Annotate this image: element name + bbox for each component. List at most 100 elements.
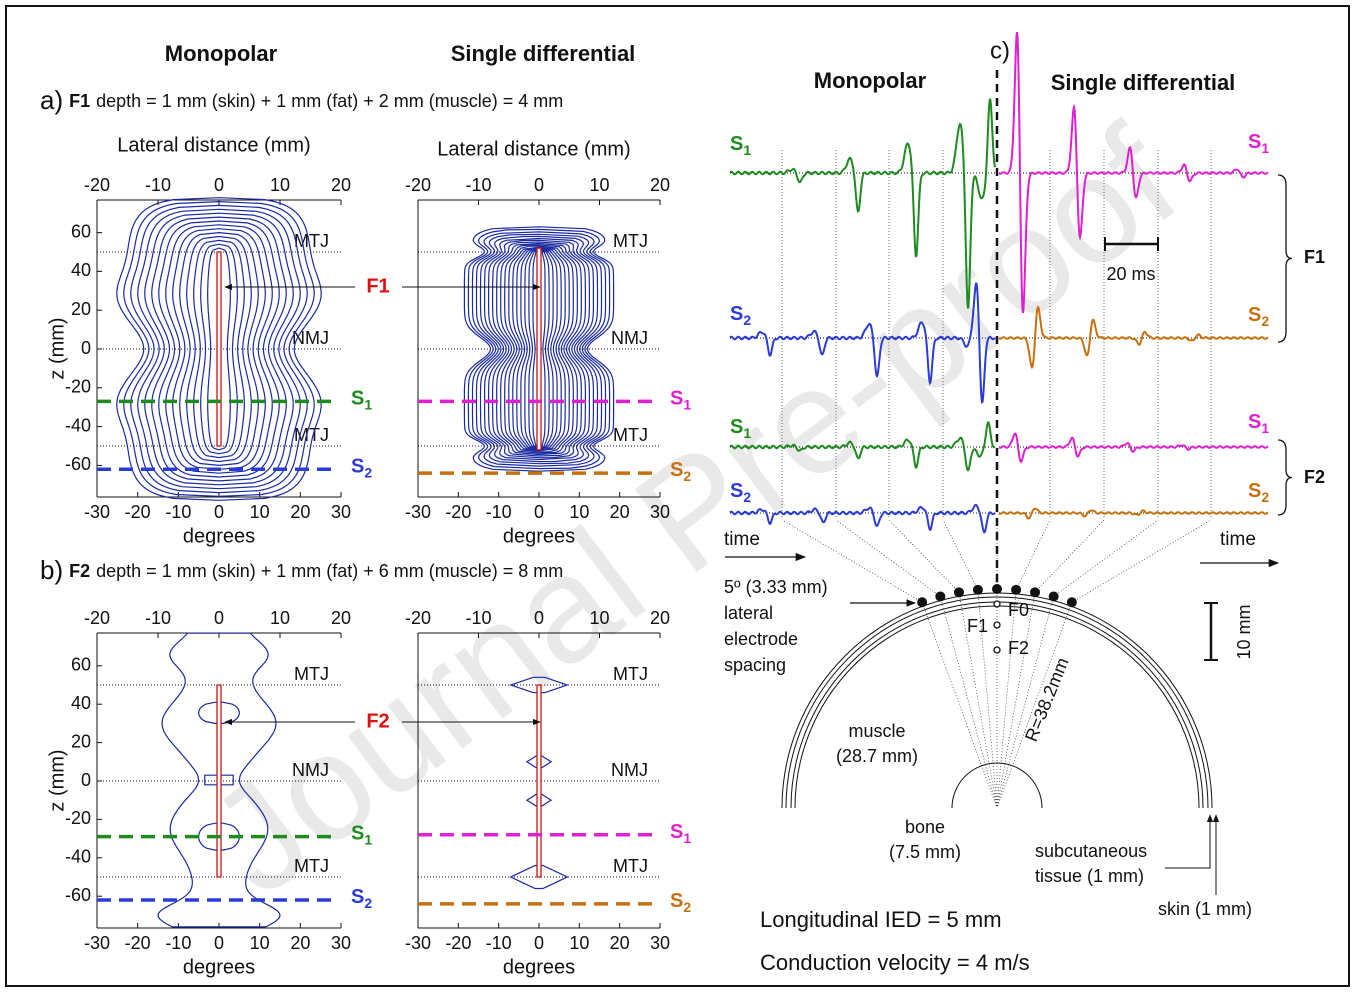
electrode [1048,591,1059,602]
bottom-tick-label: 20 [290,502,310,522]
fiber-point-label: F0 [1008,600,1029,620]
bottom-tick-label: 10 [569,933,589,953]
spacing-label: spacing [724,655,786,675]
contour [525,793,553,807]
parameter: Conduction velocity = 4 m/s [760,950,1030,975]
y-tick-label: -20 [65,377,91,397]
top-tick-label: 10 [589,175,609,195]
contour [525,755,553,769]
top-tick-label: 10 [270,608,290,628]
contour [179,231,259,467]
bottom-tick-label: -30 [405,502,431,522]
y-tick-label: 60 [71,221,91,241]
reference-label: NMJ [292,760,329,780]
bottom-tick-label: 0 [214,502,224,522]
contour [508,246,570,452]
y-tick-label: 20 [71,731,91,751]
signal-trace [998,305,1269,370]
reference-label: NMJ [611,328,648,348]
contour [496,242,582,456]
top-tick-label: -10 [145,175,171,195]
bottom-tick-label: -20 [445,502,471,522]
bottom-tick-label: 10 [250,933,270,953]
electrode [935,591,946,602]
tissue-label: (28.7 mm) [836,746,918,766]
top-tick-label: -10 [145,608,171,628]
fan-line [781,519,923,603]
electrode [917,597,928,608]
sensor-letter: S [1248,411,1261,433]
electrode [1066,597,1077,608]
tissue-label: muscle [848,721,905,741]
sensor-letter: S [730,133,743,155]
sensor-index: 1 [683,396,691,412]
contour [500,244,578,454]
sensor-label: S1 [670,821,691,845]
contour [488,239,590,459]
panel-title: a) F1 depth = 1 mm (skin) + 1 mm (fat) + 2… [40,85,563,115]
sensor-index: 1 [364,831,372,847]
sensor-index: 1 [1261,140,1269,156]
contour [509,864,569,890]
top-axis-label: Lateral distance (mm) [117,134,310,156]
panel-label: a) [40,85,63,115]
bottom-tick-label: -10 [165,933,191,953]
sensor-letter: S [1248,131,1261,153]
sensor-index: 1 [364,396,372,412]
fiber-label: F2 [366,710,389,732]
sensor-index: 1 [1261,420,1269,436]
sensor-letter: S [1248,304,1261,326]
sensor-label: S1 [1248,411,1269,435]
spacing-label: 5º (3.33 mm) [724,577,828,597]
bottom-tick-label: -10 [486,502,512,522]
reference-label: MTJ [294,231,329,251]
scale-label: 10 mm [1234,604,1254,659]
y-tick-label: -40 [65,847,91,867]
bottom-tick-label: 30 [650,933,670,953]
fiber [216,251,222,447]
reference-label: MTJ [613,425,648,445]
header: Monopolar [165,41,278,66]
reference-label: MTJ [613,856,648,876]
top-tick-label: -20 [405,175,431,195]
sensor-letter: S [351,823,364,845]
reference-label: NMJ [292,328,329,348]
contour [463,226,615,472]
time-label: time [1220,529,1256,550]
y-tick-label: -60 [65,454,91,474]
bottom-tick-label: -20 [125,933,151,953]
panel-label: b) [40,555,63,585]
top-tick-label: 10 [589,608,609,628]
header: Monopolar [814,68,927,93]
top-tick-label: 0 [214,608,224,628]
top-tick-label: -10 [465,608,491,628]
reference-label: MTJ [294,856,329,876]
bottom-tick-label: 0 [534,933,544,953]
sensor-label: S2 [670,890,691,914]
spacing-label: lateral [724,603,773,623]
bottom-tick-label: 30 [650,502,670,522]
top-tick-label: 0 [534,175,544,195]
bottom-tick-label: -10 [486,933,512,953]
y-tick-label: 60 [71,655,91,675]
sensor-label: S2 [730,303,751,327]
contour [504,245,574,453]
fan-line [939,596,998,809]
time-label: time [724,529,760,550]
signal-trace [729,503,996,534]
pointer [1165,814,1214,869]
contour [508,676,570,694]
tissue-label: tissue (1 mm) [1035,866,1144,886]
electrode [992,584,1002,594]
sensor-letter: S [670,890,683,912]
y-tick-label: 20 [71,299,91,319]
contour [130,204,308,494]
depth: depth = 1 mm (skin) + 1 mm (fat) + 6 mm … [96,561,563,581]
fiber [536,684,542,878]
bottom-tick-label: 20 [610,933,630,953]
sensor-letter: S [351,886,364,908]
fan-line [942,519,979,590]
parameter: Longitudinal IED = 5 mm [760,907,1002,932]
fan-line [921,602,998,809]
y-tick-label: -40 [65,415,91,435]
